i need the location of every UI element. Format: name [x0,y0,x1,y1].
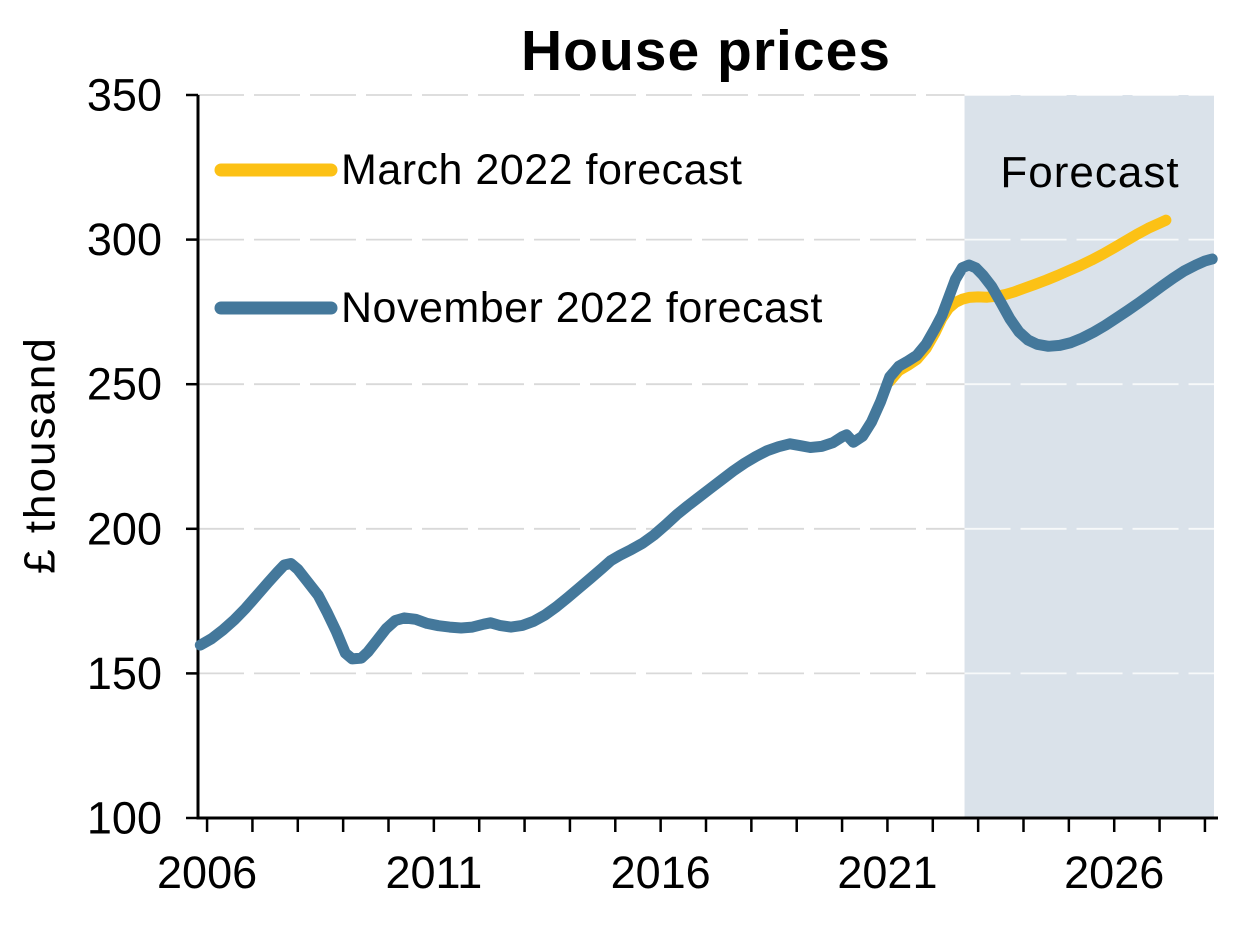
svg-text:150: 150 [87,648,162,699]
y-axis-title: £ thousand [16,336,65,574]
forecast-band [964,95,1214,818]
svg-text:350: 350 [87,70,162,121]
legend-label-march-2022-forecast: March 2022 forecast [341,146,742,194]
axis-tick-labels: 100 150 200 250 300 350 2006 2011 2016 2021 2026 [87,70,1164,899]
series-lines [194,214,1218,665]
svg-text:250: 250 [87,359,162,410]
svg-text:2026: 2026 [1064,847,1164,898]
svg-text:2011: 2011 [385,847,482,898]
svg-text:2021: 2021 [837,847,937,898]
legend: March 2022 forecast November 2022 foreca… [214,146,823,332]
svg-text:300: 300 [87,214,162,265]
svg-text:100: 100 [87,793,162,844]
forecast-band-label: Forecast [1000,148,1179,197]
line-november-2022-forecast [194,253,1218,665]
chart-title: House prices [521,19,891,83]
axis-ticks [186,93,1207,832]
gridlines [198,94,1214,675]
svg-text:200: 200 [87,503,162,554]
legend-label-november-2022-forecast: November 2022 forecast [341,284,823,332]
svg-text:2006: 2006 [157,847,257,898]
svg-text:2016: 2016 [611,847,711,898]
